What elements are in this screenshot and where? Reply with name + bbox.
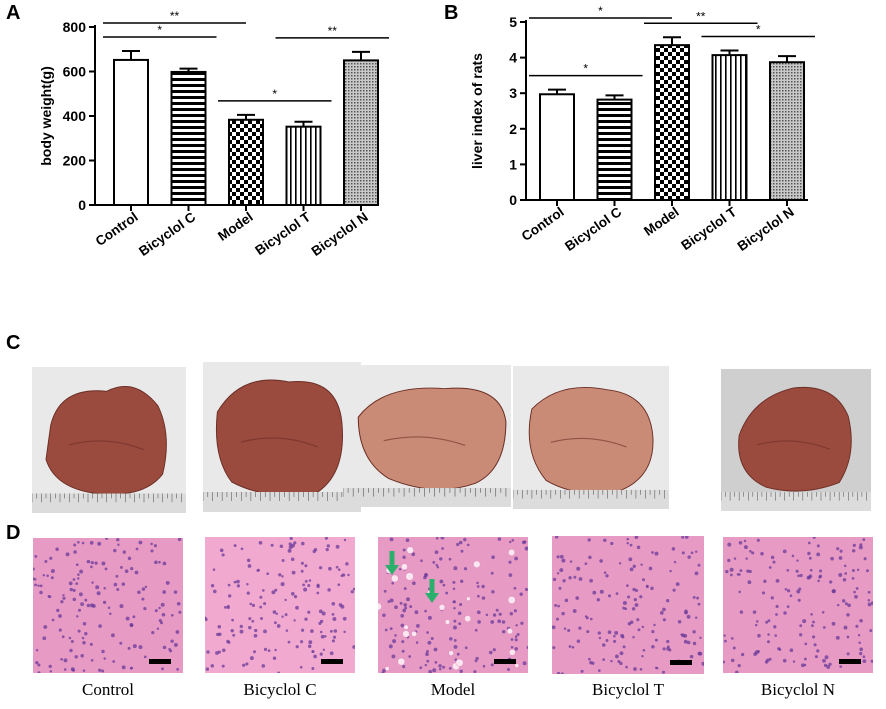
histology-bicyclol-c xyxy=(205,537,355,673)
histology-label: Control xyxy=(82,680,134,699)
category-label: Control xyxy=(93,209,141,249)
arrow-icon xyxy=(425,579,439,603)
liver-photo-control xyxy=(32,367,186,513)
panel-label-b: B xyxy=(444,2,459,24)
category-label: Model xyxy=(641,204,682,239)
scale-bar xyxy=(839,659,861,664)
liver-icon xyxy=(738,386,852,492)
significance-label: * xyxy=(583,62,588,76)
histology-bicyclol-t xyxy=(552,536,704,674)
category-label: Control xyxy=(519,204,567,244)
significance-label: * xyxy=(272,87,277,101)
y-tick-label: 0 xyxy=(78,197,86,213)
liver-photo-bicyclol-t xyxy=(513,366,669,509)
ruler xyxy=(721,492,871,511)
histology-model xyxy=(378,537,528,673)
y-tick-label: 2 xyxy=(509,121,517,137)
significance-label: * xyxy=(157,23,162,37)
histology-label: Model xyxy=(430,680,476,699)
histology-control xyxy=(33,538,183,673)
bar-bicyclol-c xyxy=(596,98,633,201)
bar-model xyxy=(228,118,264,206)
liver-icon xyxy=(45,385,167,495)
y-tick-label: 0 xyxy=(509,192,517,208)
y-tick-label: 3 xyxy=(509,85,517,101)
histology-bicyclol-n xyxy=(723,537,873,673)
liver-photo-bicyclol-c xyxy=(203,362,361,512)
significance-label: ** xyxy=(170,9,180,23)
category-label: Bicyclol T xyxy=(252,209,313,258)
y-tick-label: 200 xyxy=(63,153,87,169)
bar-bicyclol-t xyxy=(711,54,748,201)
scale-bar xyxy=(149,659,171,664)
histology-label: Bicyclol C xyxy=(243,680,317,699)
significance-label: ** xyxy=(328,24,338,38)
arrow-icon xyxy=(385,551,399,575)
scale-bar xyxy=(321,659,343,664)
scale-bar xyxy=(670,660,692,665)
ruler xyxy=(513,489,669,509)
category-label: Model xyxy=(215,209,256,244)
ruler xyxy=(343,488,511,507)
panel-label-a: A xyxy=(6,2,21,24)
significance-label: ** xyxy=(696,9,706,23)
bar-bicyclol-n xyxy=(769,61,805,202)
liver-icon xyxy=(528,387,654,494)
category-label: Bicyclol N xyxy=(735,204,797,254)
significance-label: * xyxy=(756,22,761,36)
liver-photo-model xyxy=(343,365,511,507)
y-tick-label: 4 xyxy=(509,50,517,66)
histology-label: Bicyclol T xyxy=(592,680,664,699)
y-tick-label: 600 xyxy=(63,64,87,80)
y-tick-label: 400 xyxy=(63,108,87,124)
panel-label-d: D xyxy=(6,522,21,544)
bar-bicyclol-c xyxy=(170,70,207,206)
y-tick-label: 5 xyxy=(509,14,517,30)
bar-control xyxy=(113,58,149,207)
bar-bicyclol-n xyxy=(343,59,379,206)
ruler xyxy=(32,493,186,513)
bar-model xyxy=(654,44,690,201)
scale-bar xyxy=(494,659,516,664)
category-label: Bicyclol C xyxy=(562,204,624,254)
histology-label: Bicyclol N xyxy=(760,680,836,699)
significance-label: * xyxy=(598,4,603,18)
y-axis-label: body weight(g) xyxy=(38,66,54,166)
y-tick-label: 1 xyxy=(509,156,517,172)
bar-control xyxy=(539,93,575,201)
category-label: Bicyclol N xyxy=(309,209,371,259)
category-label: Bicyclol T xyxy=(678,204,739,253)
liver-photo-bicyclol-n xyxy=(721,369,871,511)
ruler xyxy=(203,492,361,512)
panel-label-c: C xyxy=(6,332,21,354)
category-label: Bicyclol C xyxy=(136,209,198,259)
y-tick-label: 800 xyxy=(63,19,87,35)
y-axis-label: liver index of rats xyxy=(469,53,485,169)
bar-bicyclol-t xyxy=(285,125,322,206)
liver-icon xyxy=(357,387,507,490)
